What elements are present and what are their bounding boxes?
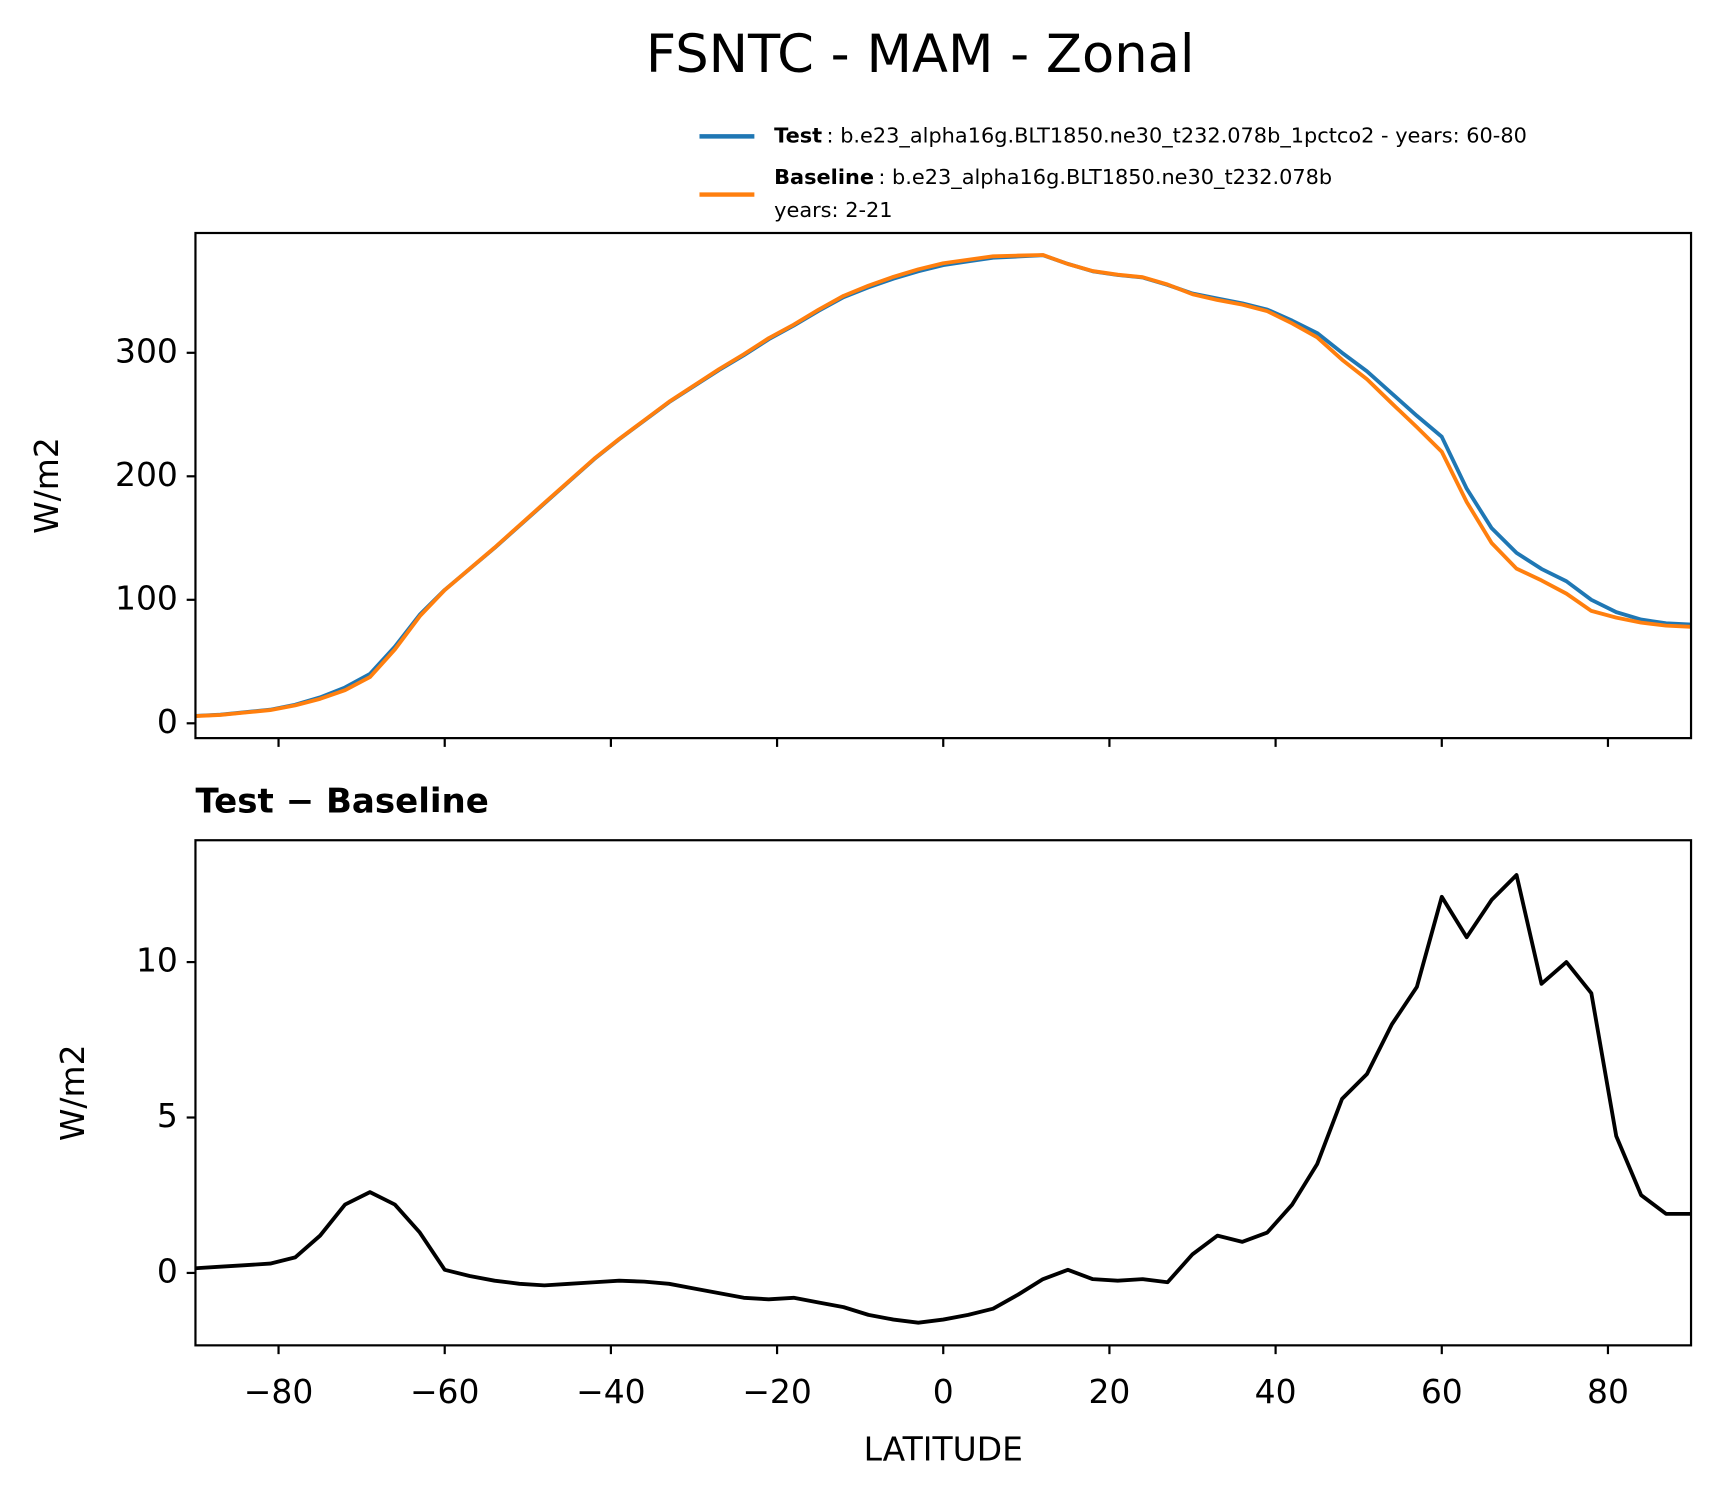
y-tick-label: 200	[115, 455, 178, 494]
plot-area	[195, 253, 1692, 718]
y-axis-label: W/m2	[53, 1044, 92, 1141]
x-tick-label: 20	[1088, 1372, 1130, 1411]
y-tick-label: 100	[115, 578, 178, 617]
legend-name: Test	[774, 123, 822, 147]
x-tick-label: 60	[1421, 1372, 1463, 1411]
x-tick-label: 40	[1255, 1372, 1297, 1411]
figure-title: FSNTC - MAM - Zonal	[646, 24, 1195, 85]
y-tick-label: 5	[157, 1096, 178, 1135]
legend-description: : b.e23_alpha16g.BLT1850.ne30_t232.078b	[878, 165, 1332, 190]
x-tick-label: −60	[410, 1372, 480, 1411]
x-tick-label: 0	[933, 1372, 954, 1411]
y-tick-label: 10	[136, 941, 178, 980]
legend-entry: Baseline: b.e23_alpha16g.BLT1850.ne30_t2…	[774, 165, 1332, 190]
x-tick-label: −20	[742, 1372, 812, 1411]
subplot-title: Test − Baseline	[195, 781, 488, 821]
legend-description: years: 2-21	[774, 198, 892, 222]
plot-area	[195, 873, 1692, 1325]
y-axis-label: W/m2	[27, 437, 66, 534]
legend-entry: Test: b.e23_alpha16g.BLT1850.ne30_t232.0…	[774, 123, 1527, 148]
x-tick-label: 80	[1587, 1372, 1629, 1411]
data-line	[195, 873, 1692, 1325]
y-tick-label: 0	[157, 1251, 178, 1290]
x-tick-label: −40	[576, 1372, 646, 1411]
y-tick-label: 0	[157, 702, 178, 741]
data-line	[195, 253, 1692, 718]
x-tick-label: −80	[244, 1372, 314, 1411]
x-axis-label: LATITUDE	[864, 1429, 1023, 1468]
y-tick-label: 300	[115, 331, 178, 370]
legend-name: Baseline	[774, 165, 874, 189]
legend-description: : b.e23_alpha16g.BLT1850.ne30_t232.078b_…	[827, 123, 1527, 148]
